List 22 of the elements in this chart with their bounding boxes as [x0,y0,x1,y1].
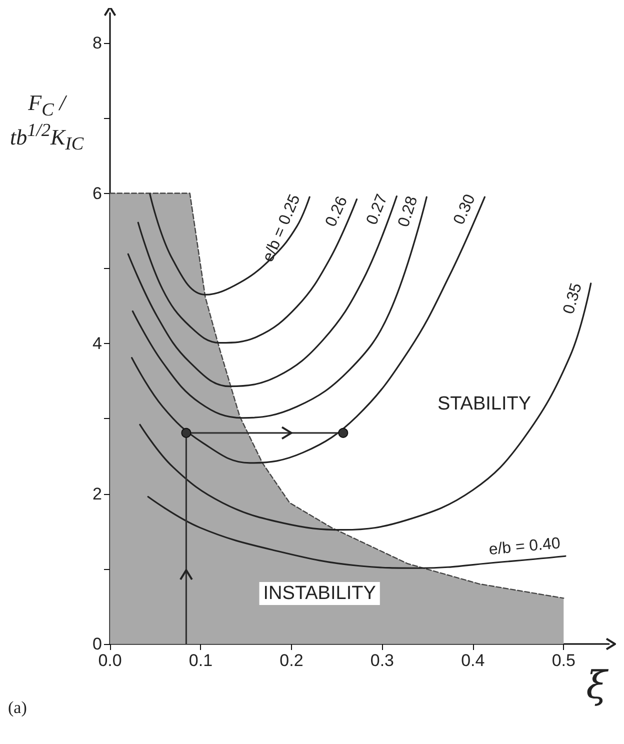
x-tick-label: 0.2 [280,651,304,670]
x-tick-label: 0.1 [188,651,213,670]
y-tick-label: 2 [92,484,102,504]
text: 0.26 [322,194,352,230]
x-tick-label: 0.5 [552,651,576,670]
y-tick-label: 4 [92,334,102,354]
text: F$_{C}$ / tb$^{1/2}$K$_{IC}$ [10,90,84,154]
text: 0.28 [395,194,422,230]
text: 0.27 [364,192,392,228]
text: 0.30 [450,192,479,228]
y-tick-label: 6 [92,184,102,203]
x-tick-label: 0.0 [98,651,122,670]
y-tick-label: 8 [92,34,102,53]
text: (a) [8,698,27,718]
y-tick-label: 0 [92,634,102,654]
text: e/b = 0.40 [488,535,562,559]
text: 0.35 [560,281,586,316]
x-tick-label: 0.3 [370,651,394,670]
x-tick-label: 0.4 [461,651,485,670]
x-axis-title: ξ [586,663,610,707]
annotation: STABILITY [437,394,532,415]
annotation: INSTABILITY [263,583,376,604]
